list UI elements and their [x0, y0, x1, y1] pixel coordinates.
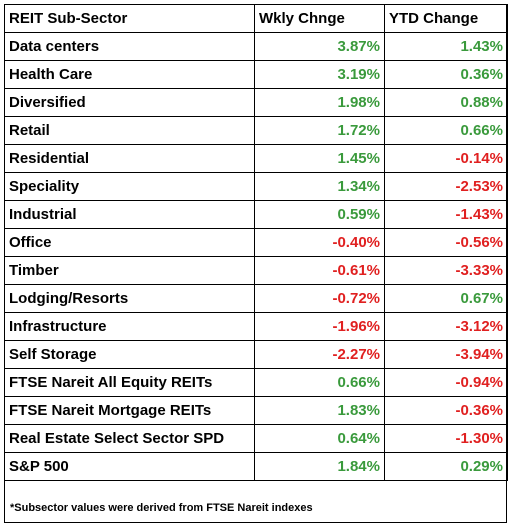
ytd-change-cell: 1.43% — [384, 32, 508, 61]
ytd-change-cell: -3.94% — [384, 340, 508, 369]
table-row: Industrial 0.59% -1.43% — [4, 200, 508, 229]
table-row: Speciality 1.34% -2.53% — [4, 172, 508, 201]
table-row: FTSE Nareit All Equity REITs 0.66% -0.94% — [4, 368, 508, 397]
weekly-change-cell: 1.45% — [254, 144, 385, 173]
ytd-change-cell: -0.56% — [384, 228, 508, 257]
weekly-change-cell: 3.19% — [254, 60, 385, 89]
table-body: Data centers 3.87% 1.43% Health Care 3.19% 0.… — [4, 32, 508, 481]
weekly-change-cell: 1.84% — [254, 452, 385, 481]
sector-name-cell: Infrastructure — [4, 312, 255, 341]
table-header-row: REIT Sub-Sector Wkly Chnge YTD Change — [4, 4, 508, 33]
sector-name-cell: Diversified — [4, 88, 255, 117]
sector-name-cell: Industrial — [4, 200, 255, 229]
ytd-change-cell: -3.12% — [384, 312, 508, 341]
sector-name-cell: Self Storage — [4, 340, 255, 369]
weekly-change-cell: 0.64% — [254, 424, 385, 453]
table-row: Infrastructure -1.96% -3.12% — [4, 312, 508, 341]
table-row: Office -0.40% -0.56% — [4, 228, 508, 257]
sector-name-cell: Data centers — [4, 32, 255, 61]
column-header-sector: REIT Sub-Sector — [4, 4, 255, 33]
weekly-change-cell: -0.40% — [254, 228, 385, 257]
table-row: Self Storage -2.27% -3.94% — [4, 340, 508, 369]
weekly-change-cell: 0.59% — [254, 200, 385, 229]
weekly-change-cell: -2.27% — [254, 340, 385, 369]
sector-name-cell: Health Care — [4, 60, 255, 89]
sector-name-cell: Timber — [4, 256, 255, 285]
weekly-change-cell: 1.34% — [254, 172, 385, 201]
column-header-weekly: Wkly Chnge — [254, 4, 385, 33]
sector-name-cell: Office — [4, 228, 255, 257]
table-row: Diversified 1.98% 0.88% — [4, 88, 508, 117]
sector-name-cell: S&P 500 — [4, 452, 255, 481]
ytd-change-cell: 0.66% — [384, 116, 508, 145]
column-header-ytd: YTD Change — [384, 4, 508, 33]
sector-name-cell: Residential — [4, 144, 255, 173]
ytd-change-cell: 0.29% — [384, 452, 508, 481]
ytd-change-cell: -1.43% — [384, 200, 508, 229]
weekly-change-cell: -0.72% — [254, 284, 385, 313]
ytd-change-cell: -0.36% — [384, 396, 508, 425]
table-row: Residential 1.45% -0.14% — [4, 144, 508, 173]
sector-name-cell: Real Estate Select Sector SPD — [4, 424, 255, 453]
ytd-change-cell: -1.30% — [384, 424, 508, 453]
ytd-change-cell: -2.53% — [384, 172, 508, 201]
table-row: FTSE Nareit Mortgage REITs 1.83% -0.36% — [4, 396, 508, 425]
weekly-change-cell: -0.61% — [254, 256, 385, 285]
weekly-change-cell: 0.66% — [254, 368, 385, 397]
sector-name-cell: FTSE Nareit Mortgage REITs — [4, 396, 255, 425]
ytd-change-cell: 0.88% — [384, 88, 508, 117]
weekly-change-cell: -1.96% — [254, 312, 385, 341]
sector-name-cell: Retail — [4, 116, 255, 145]
ytd-change-cell: -0.14% — [384, 144, 508, 173]
ytd-change-cell: 0.36% — [384, 60, 508, 89]
table-row: Data centers 3.87% 1.43% — [4, 32, 508, 61]
reit-table: REIT Sub-Sector Wkly Chnge YTD Change Da… — [4, 4, 508, 481]
footnote: *Subsector values were derived from FTSE… — [10, 502, 313, 514]
sector-name-cell: FTSE Nareit All Equity REITs — [4, 368, 255, 397]
weekly-change-cell: 1.98% — [254, 88, 385, 117]
sector-name-cell: Lodging/Resorts — [4, 284, 255, 313]
ytd-change-cell: 0.67% — [384, 284, 508, 313]
table-row: S&P 500 1.84% 0.29% — [4, 452, 508, 481]
ytd-change-cell: -0.94% — [384, 368, 508, 397]
weekly-change-cell: 1.83% — [254, 396, 385, 425]
weekly-change-cell: 1.72% — [254, 116, 385, 145]
table-row: Timber -0.61% -3.33% — [4, 256, 508, 285]
ytd-change-cell: -3.33% — [384, 256, 508, 285]
table-row: Health Care 3.19% 0.36% — [4, 60, 508, 89]
weekly-change-cell: 3.87% — [254, 32, 385, 61]
table-row: Lodging/Resorts -0.72% 0.67% — [4, 284, 508, 313]
table-row: Retail 1.72% 0.66% — [4, 116, 508, 145]
table-row: Real Estate Select Sector SPD 0.64% -1.30% — [4, 424, 508, 453]
sector-name-cell: Speciality — [4, 172, 255, 201]
